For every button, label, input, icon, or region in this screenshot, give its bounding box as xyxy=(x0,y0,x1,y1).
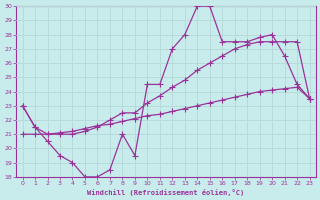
X-axis label: Windchill (Refroidissement éolien,°C): Windchill (Refroidissement éolien,°C) xyxy=(87,189,245,196)
